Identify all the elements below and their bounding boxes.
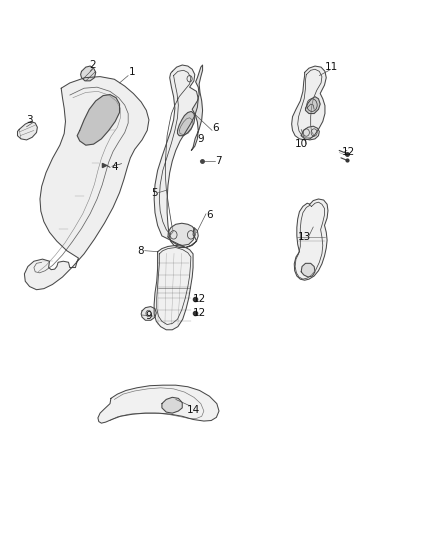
Text: 5: 5	[152, 188, 158, 198]
Polygon shape	[301, 126, 319, 140]
Polygon shape	[77, 94, 120, 145]
Polygon shape	[294, 199, 328, 280]
Text: 13: 13	[298, 232, 311, 243]
Text: 1: 1	[128, 67, 135, 77]
Polygon shape	[177, 111, 195, 136]
Polygon shape	[98, 385, 219, 423]
Polygon shape	[25, 77, 149, 290]
Text: 8: 8	[137, 246, 144, 256]
Polygon shape	[301, 263, 315, 277]
Polygon shape	[141, 306, 156, 320]
Text: 12: 12	[342, 147, 355, 157]
Text: 9: 9	[198, 134, 204, 144]
Polygon shape	[168, 223, 195, 245]
Text: 11: 11	[325, 62, 338, 72]
Text: 6: 6	[212, 123, 219, 133]
Text: 12: 12	[192, 294, 206, 304]
Text: 3: 3	[26, 115, 33, 125]
Polygon shape	[154, 65, 198, 247]
Polygon shape	[18, 122, 37, 140]
Text: 7: 7	[215, 156, 222, 166]
Polygon shape	[81, 66, 96, 81]
Polygon shape	[305, 96, 320, 114]
Polygon shape	[162, 397, 182, 413]
Text: 2: 2	[89, 60, 96, 70]
Polygon shape	[154, 245, 193, 330]
Text: 4: 4	[112, 163, 118, 172]
Text: 6: 6	[206, 210, 213, 220]
Text: 10: 10	[295, 139, 308, 149]
Polygon shape	[292, 66, 326, 140]
Polygon shape	[191, 65, 202, 150]
Text: 12: 12	[192, 308, 206, 318]
Text: 9: 9	[145, 311, 152, 321]
Text: 14: 14	[187, 405, 200, 415]
